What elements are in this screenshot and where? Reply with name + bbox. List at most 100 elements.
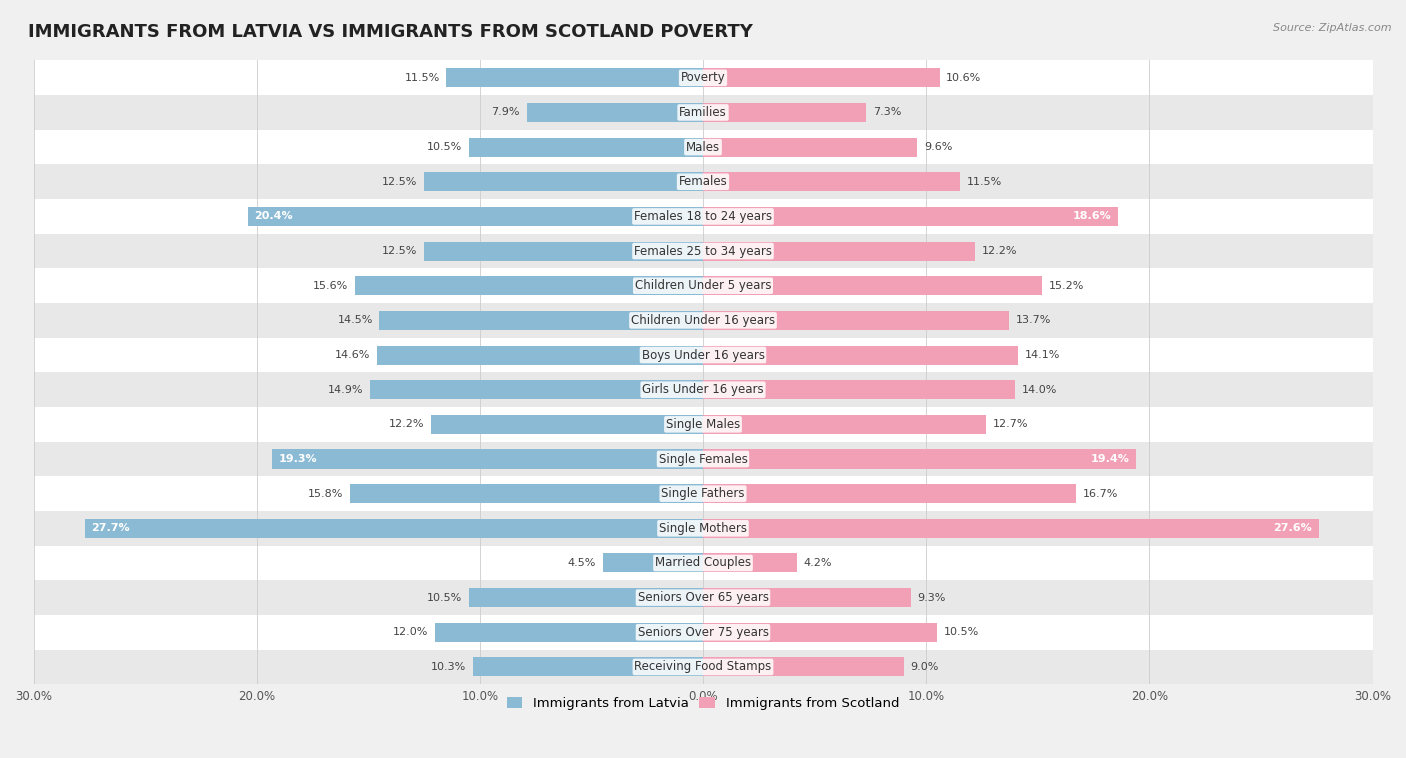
Text: 20.4%: 20.4% <box>254 211 292 221</box>
Text: 14.1%: 14.1% <box>1025 350 1060 360</box>
Bar <box>34 511 1372 546</box>
Text: 4.2%: 4.2% <box>803 558 832 568</box>
Bar <box>703 553 797 572</box>
Text: Single Mothers: Single Mothers <box>659 522 747 535</box>
Text: 12.5%: 12.5% <box>382 246 418 256</box>
Bar <box>703 242 976 261</box>
Bar <box>34 476 1372 511</box>
Bar <box>425 242 703 261</box>
Text: 9.6%: 9.6% <box>924 142 952 152</box>
Bar <box>34 268 1372 303</box>
Text: 14.6%: 14.6% <box>335 350 371 360</box>
Bar <box>430 415 703 434</box>
Bar <box>273 449 703 468</box>
Text: 11.5%: 11.5% <box>966 177 1001 186</box>
Bar <box>34 650 1372 684</box>
Bar <box>474 657 703 676</box>
Bar <box>34 581 1372 615</box>
Text: Children Under 5 years: Children Under 5 years <box>634 279 772 293</box>
Text: Single Males: Single Males <box>666 418 740 431</box>
Bar <box>703 415 987 434</box>
Bar <box>703 276 1042 296</box>
Text: Source: ZipAtlas.com: Source: ZipAtlas.com <box>1274 23 1392 33</box>
Bar <box>703 518 1319 538</box>
Text: Married Couples: Married Couples <box>655 556 751 569</box>
Bar <box>703 449 1136 468</box>
Text: 11.5%: 11.5% <box>405 73 440 83</box>
Bar <box>703 484 1076 503</box>
Bar <box>34 303 1372 338</box>
Bar <box>34 615 1372 650</box>
Text: Boys Under 16 years: Boys Under 16 years <box>641 349 765 362</box>
Text: 15.6%: 15.6% <box>314 280 349 291</box>
Text: Poverty: Poverty <box>681 71 725 84</box>
Text: Seniors Over 65 years: Seniors Over 65 years <box>637 591 769 604</box>
Bar <box>425 172 703 191</box>
Text: 27.6%: 27.6% <box>1274 523 1312 534</box>
Text: Girls Under 16 years: Girls Under 16 years <box>643 384 763 396</box>
Bar <box>703 311 1008 330</box>
Bar <box>84 518 703 538</box>
Bar <box>603 553 703 572</box>
Bar <box>34 407 1372 442</box>
Bar <box>34 130 1372 164</box>
Text: 10.5%: 10.5% <box>427 142 463 152</box>
Bar <box>703 588 911 607</box>
Bar <box>34 96 1372 130</box>
Text: Females 25 to 34 years: Females 25 to 34 years <box>634 245 772 258</box>
Text: 12.5%: 12.5% <box>382 177 418 186</box>
Bar <box>377 346 703 365</box>
Text: Children Under 16 years: Children Under 16 years <box>631 314 775 327</box>
Bar <box>34 164 1372 199</box>
Bar <box>468 138 703 157</box>
Text: Single Females: Single Females <box>658 453 748 465</box>
Text: 12.7%: 12.7% <box>993 419 1029 429</box>
Text: 7.3%: 7.3% <box>873 108 901 117</box>
Text: 12.2%: 12.2% <box>981 246 1018 256</box>
Legend: Immigrants from Latvia, Immigrants from Scotland: Immigrants from Latvia, Immigrants from … <box>502 691 904 715</box>
Bar <box>34 372 1372 407</box>
Text: Single Fathers: Single Fathers <box>661 487 745 500</box>
Bar <box>34 199 1372 233</box>
Text: 14.9%: 14.9% <box>328 385 364 395</box>
Bar <box>380 311 703 330</box>
Text: 7.9%: 7.9% <box>492 108 520 117</box>
Text: Females 18 to 24 years: Females 18 to 24 years <box>634 210 772 223</box>
Text: Males: Males <box>686 141 720 154</box>
Bar <box>703 103 866 122</box>
Bar <box>34 338 1372 372</box>
Text: 12.0%: 12.0% <box>394 628 429 637</box>
Bar <box>468 588 703 607</box>
Bar <box>703 138 917 157</box>
Text: 10.5%: 10.5% <box>943 628 979 637</box>
Text: 13.7%: 13.7% <box>1015 315 1050 325</box>
Text: 10.5%: 10.5% <box>427 593 463 603</box>
Bar <box>703 207 1118 226</box>
Text: 18.6%: 18.6% <box>1073 211 1111 221</box>
Bar <box>34 233 1372 268</box>
Text: 19.3%: 19.3% <box>278 454 318 464</box>
Text: 12.2%: 12.2% <box>388 419 425 429</box>
Text: IMMIGRANTS FROM LATVIA VS IMMIGRANTS FROM SCOTLAND POVERTY: IMMIGRANTS FROM LATVIA VS IMMIGRANTS FRO… <box>28 23 754 41</box>
Text: 9.0%: 9.0% <box>911 662 939 672</box>
Bar <box>436 623 703 642</box>
Text: 15.2%: 15.2% <box>1049 280 1084 291</box>
Bar <box>34 442 1372 476</box>
Bar <box>34 61 1372 96</box>
Bar <box>703 68 939 87</box>
Text: 4.5%: 4.5% <box>568 558 596 568</box>
Text: Seniors Over 75 years: Seniors Over 75 years <box>637 626 769 639</box>
Text: 14.0%: 14.0% <box>1022 385 1057 395</box>
Text: 16.7%: 16.7% <box>1083 489 1118 499</box>
Text: 10.3%: 10.3% <box>432 662 467 672</box>
Bar <box>446 68 703 87</box>
Text: 19.4%: 19.4% <box>1091 454 1129 464</box>
Bar <box>371 381 703 399</box>
Text: Families: Families <box>679 106 727 119</box>
Text: Females: Females <box>679 175 727 188</box>
Text: 10.6%: 10.6% <box>946 73 981 83</box>
Bar <box>354 276 703 296</box>
Bar <box>350 484 703 503</box>
Bar <box>703 346 1018 365</box>
Bar <box>703 381 1015 399</box>
